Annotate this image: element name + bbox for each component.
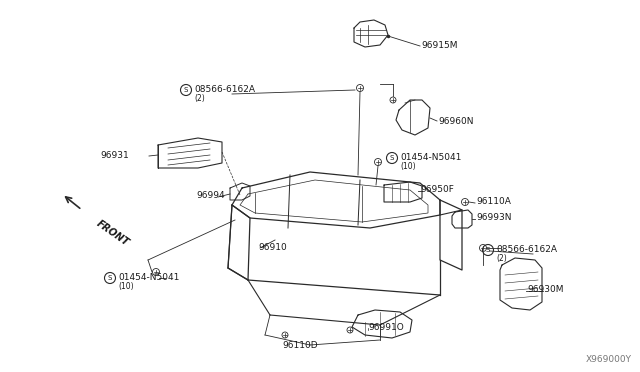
Text: 96930M: 96930M bbox=[527, 285, 563, 295]
Text: 08566-6162A: 08566-6162A bbox=[496, 246, 557, 254]
Text: 96950F: 96950F bbox=[420, 186, 454, 195]
Text: 96994: 96994 bbox=[196, 192, 225, 201]
Text: (10): (10) bbox=[400, 163, 415, 171]
Text: 08566-6162A: 08566-6162A bbox=[194, 86, 255, 94]
Text: 96991O: 96991O bbox=[368, 324, 404, 333]
Text: S: S bbox=[108, 275, 112, 281]
Text: 96931: 96931 bbox=[100, 151, 129, 160]
Text: 96110D: 96110D bbox=[282, 340, 317, 350]
Text: S: S bbox=[486, 247, 490, 253]
Text: S: S bbox=[390, 155, 394, 161]
Text: (10): (10) bbox=[118, 282, 134, 292]
Text: 96915M: 96915M bbox=[421, 42, 458, 51]
Text: 96960N: 96960N bbox=[438, 116, 474, 125]
Text: 96910: 96910 bbox=[258, 244, 287, 253]
Text: 96110A: 96110A bbox=[476, 196, 511, 205]
Text: S: S bbox=[184, 87, 188, 93]
Text: FRONT: FRONT bbox=[95, 218, 131, 247]
Text: (2): (2) bbox=[496, 254, 507, 263]
Text: (2): (2) bbox=[194, 94, 205, 103]
Text: 01454-N5041: 01454-N5041 bbox=[400, 154, 461, 163]
Text: X969000Y: X969000Y bbox=[586, 355, 632, 364]
Text: 01454-N5041: 01454-N5041 bbox=[118, 273, 179, 282]
Text: 96993N: 96993N bbox=[476, 214, 511, 222]
